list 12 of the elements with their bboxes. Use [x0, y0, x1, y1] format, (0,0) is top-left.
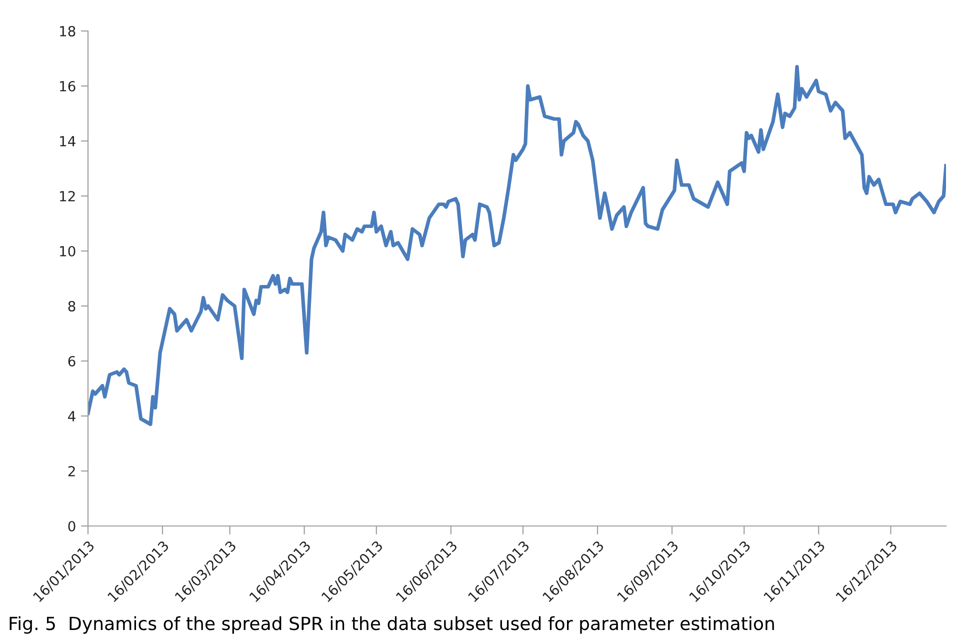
y-tick-label: 4 — [68, 411, 76, 422]
y-tick-label: 12 — [60, 190, 75, 202]
caption: Fig. 5 Dynamics of the spread SPR in the data subset used for parameter estimation — [10, 616, 774, 634]
y-tick-label: 14 — [60, 136, 76, 146]
y-tick-label: 16 — [60, 80, 76, 92]
y-tick-label: 8 — [68, 300, 76, 312]
y-tick-label: 2 — [68, 466, 75, 476]
y-tick-label: 0 — [68, 520, 76, 532]
y-tick-label: 6 — [68, 356, 76, 366]
y-tick-label: 18 — [60, 26, 76, 36]
line-series — [88, 64, 946, 426]
y-tick-label: 10 — [60, 246, 76, 256]
